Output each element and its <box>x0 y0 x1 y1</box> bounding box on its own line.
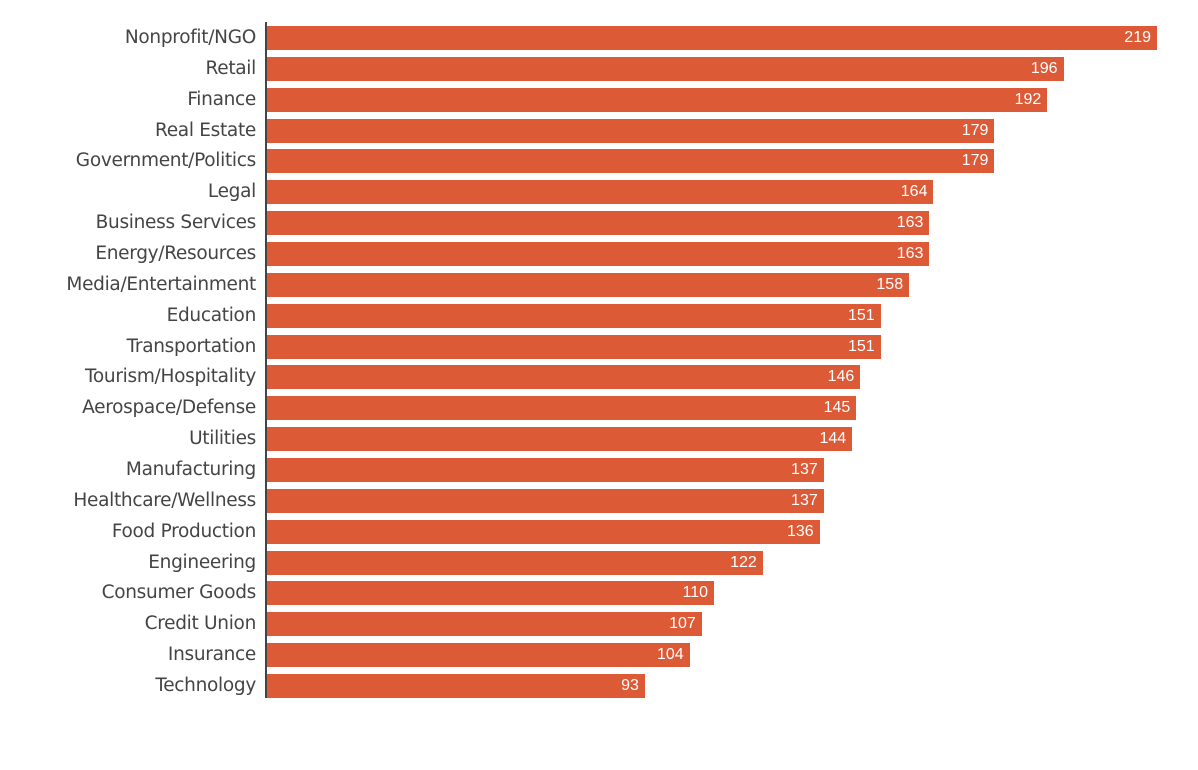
bar: 192 <box>267 87 1048 112</box>
value-label: 192 <box>1014 90 1042 108</box>
category-label: Nonprofit/NGO <box>124 27 256 48</box>
bar-row: Energy/Resources 163 <box>0 242 1198 267</box>
bar: 151 <box>267 334 881 359</box>
value-label: 110 <box>682 584 709 602</box>
value-label: 104 <box>656 646 684 664</box>
value-label: 219 <box>1124 29 1151 46</box>
category-label: Real Estate <box>154 119 256 141</box>
bar-row: Food Production 136 <box>0 519 1198 544</box>
bar-row: Technology 93 <box>0 674 1198 699</box>
bar-row: Nonprofit/NGO 219 <box>0 26 1198 50</box>
bar-row: Engineering 122 <box>0 550 1198 575</box>
bar: 110 <box>267 581 715 606</box>
bar: 163 <box>267 211 930 236</box>
value-label: 146 <box>827 368 855 386</box>
category-label: Healthcare/Wellness <box>73 489 256 511</box>
category-label: Transportation <box>126 335 257 357</box>
bar-row: Transportation 151 <box>0 334 1198 359</box>
bar-row: Consumer Goods 110 <box>0 581 1198 606</box>
category-label: Engineering <box>148 551 256 573</box>
bar: 196 <box>267 56 1064 81</box>
bar-row: Insurance 104 <box>0 643 1198 668</box>
value-label: 144 <box>819 430 847 448</box>
bar: 164 <box>267 180 934 205</box>
category-label: Manufacturing <box>125 459 256 481</box>
bar-row: Media/Entertainment 158 <box>0 272 1198 297</box>
bar: 104 <box>267 643 690 668</box>
bar-row: Credit Union 107 <box>0 612 1198 637</box>
value-label: 196 <box>1030 59 1058 77</box>
bar: 163 <box>267 242 930 267</box>
y-axis-line <box>265 22 267 698</box>
bar-row: Finance 192 <box>0 87 1198 112</box>
value-label: 151 <box>847 337 875 355</box>
bar-row: Utilities 144 <box>0 427 1198 452</box>
category-label: Education <box>166 304 257 326</box>
value-label: 137 <box>791 491 818 509</box>
category-label: Tourism/Hospitality <box>85 366 256 388</box>
category-label: Finance <box>187 88 256 110</box>
bar: 137 <box>267 488 824 513</box>
bar-row: Education 151 <box>0 303 1198 328</box>
category-label: Retail <box>205 57 257 79</box>
bar: 93 <box>267 674 645 699</box>
bar: 158 <box>267 272 910 297</box>
value-label: 179 <box>961 152 989 170</box>
value-label: 158 <box>876 275 904 293</box>
bar-row: Government/Politics 179 <box>0 149 1198 174</box>
value-label: 163 <box>896 214 924 232</box>
bar-row: Healthcare/Wellness 137 <box>0 488 1198 513</box>
bar: 137 <box>267 458 824 483</box>
value-label: 136 <box>786 522 814 540</box>
category-label: Aerospace/Defense <box>82 397 256 419</box>
category-label: Consumer Goods <box>101 582 257 604</box>
category-label: Utilities <box>189 428 256 450</box>
bar: 219 <box>267 26 1157 50</box>
category-label: Food Production <box>111 520 256 542</box>
bar-row: Manufacturing 137 <box>0 458 1198 483</box>
category-label: Media/Entertainment <box>66 273 256 295</box>
bar-row: Tourism/Hospitality 146 <box>0 365 1198 390</box>
category-label: Energy/Resources <box>95 243 256 265</box>
category-label: Insurance <box>167 644 256 666</box>
value-label: 145 <box>823 399 851 417</box>
bar: 122 <box>267 550 763 575</box>
value-label: 122 <box>730 553 757 571</box>
category-label: Credit Union <box>144 613 257 635</box>
bar-row: Legal 164 <box>0 180 1198 205</box>
category-label: Government/Politics <box>75 150 257 172</box>
bar: 107 <box>267 612 702 637</box>
bar: 136 <box>267 519 820 544</box>
bar: 179 <box>267 118 995 143</box>
bar-row: Retail 196 <box>0 56 1198 81</box>
value-label: 93 <box>621 677 639 695</box>
bar: 179 <box>267 149 995 174</box>
value-label: 164 <box>900 183 928 201</box>
bar-row: Real Estate 179 <box>0 118 1198 143</box>
value-label: 137 <box>791 461 818 479</box>
category-label: Technology <box>155 675 256 697</box>
category-label: Business Services <box>95 212 257 234</box>
value-label: 179 <box>961 121 989 139</box>
category-label: Legal <box>207 181 256 203</box>
bar: 144 <box>267 427 853 452</box>
bar: 151 <box>267 303 881 328</box>
bar: 146 <box>267 365 861 390</box>
value-label: 107 <box>669 615 696 633</box>
value-label: 163 <box>896 245 924 263</box>
bar: 145 <box>267 396 857 421</box>
value-label: 151 <box>847 306 875 324</box>
bar-row: Business Services 163 <box>0 211 1198 236</box>
bar-row: Aerospace/Defense 145 <box>0 396 1198 421</box>
